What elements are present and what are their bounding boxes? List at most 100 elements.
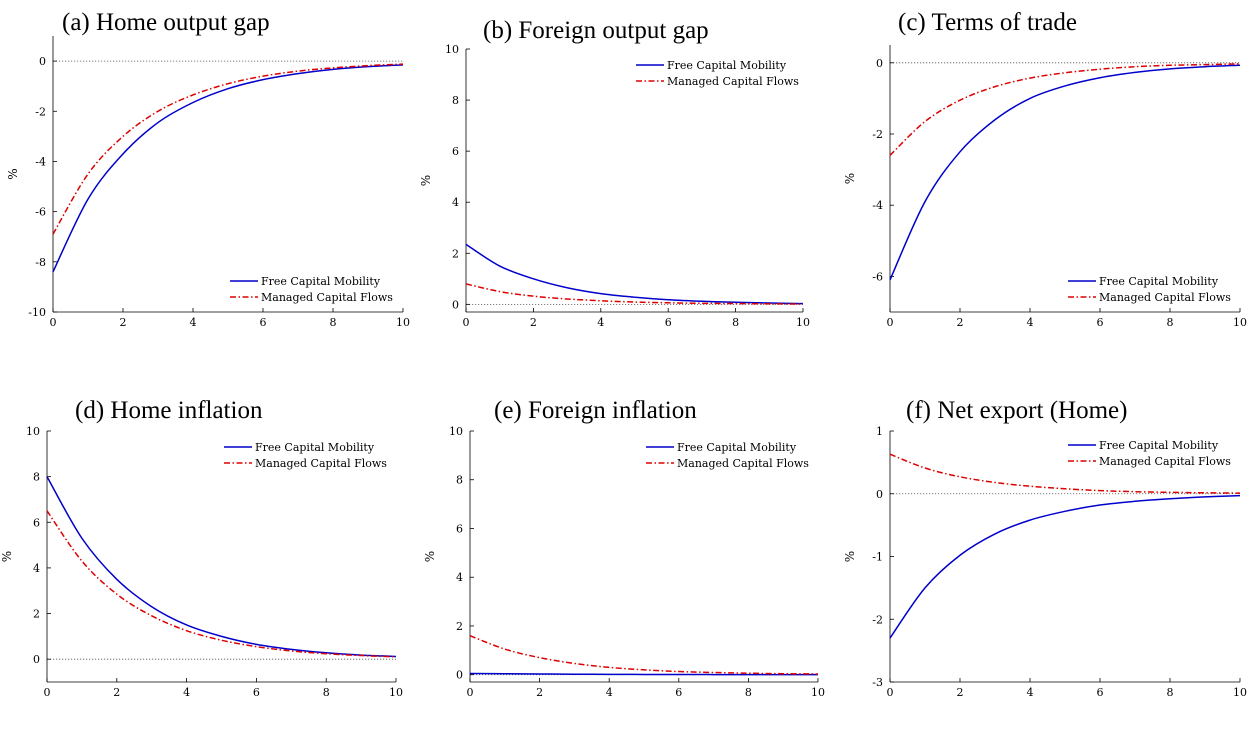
series-line-free-capital-mobility xyxy=(889,64,1241,281)
x-tick-label: 0 xyxy=(50,316,57,329)
x-tick-label: 0 xyxy=(44,686,51,699)
y-tick-label: -6 xyxy=(35,206,46,219)
legend-label-managed: Managed Capital Flows xyxy=(261,291,393,304)
x-tick-label: 8 xyxy=(1167,316,1174,329)
y-tick-label: 10 xyxy=(449,425,463,438)
x-tick-label: 2 xyxy=(120,316,127,329)
legend-label-managed: Managed Capital Flows xyxy=(677,457,809,470)
x-tick-label: 2 xyxy=(113,686,120,699)
y-tick-label: 10 xyxy=(26,425,40,438)
chart-panel: (b) Foreign output gap 0 2 4 6 8 10 0 2 4 6 8 10% Fre… xyxy=(419,17,810,329)
legend: Free Capital Mobility Managed Capital Flo… xyxy=(1068,439,1231,468)
series-line-managed-capital-flows xyxy=(889,63,1241,156)
legend: Free Capital Mobility Managed Capital Flo… xyxy=(636,59,799,88)
y-axis-label: % xyxy=(6,168,20,179)
x-tick-label: 8 xyxy=(732,316,739,329)
x-tick-label: 10 xyxy=(396,316,410,329)
chart-title: (f) Net export (Home) xyxy=(906,397,1127,424)
y-tick-label: -2 xyxy=(35,105,46,118)
y-tick-label: -6 xyxy=(872,270,883,283)
series-line-managed-capital-flows xyxy=(469,634,819,675)
y-tick-label: 8 xyxy=(456,474,463,487)
x-tick-label: 6 xyxy=(665,316,672,329)
y-tick-label: 8 xyxy=(33,471,40,484)
legend-label-free: Free Capital Mobility xyxy=(677,441,797,454)
series-line-managed-capital-flows xyxy=(465,283,804,305)
x-tick-label: 6 xyxy=(675,686,682,699)
y-axis-label: % xyxy=(843,551,857,562)
x-tick-label: 2 xyxy=(530,316,537,329)
y-tick-label: -10 xyxy=(28,306,46,319)
legend-label-managed: Managed Capital Flows xyxy=(1099,455,1231,468)
legend-label-free: Free Capital Mobility xyxy=(1099,275,1219,288)
series-line-free-capital-mobility xyxy=(889,494,1241,639)
y-tick-label: -2 xyxy=(872,128,883,141)
chart-panel: (f) Net export (Home) 0 2 4 6 8 10 -3 -2 -1 0 1% Fre… xyxy=(843,397,1247,699)
y-tick-label: -4 xyxy=(872,199,883,212)
x-tick-label: 8 xyxy=(323,686,330,699)
series-line-managed-capital-flows xyxy=(889,453,1241,494)
y-tick-label: 6 xyxy=(33,516,40,529)
legend-label-free: Free Capital Mobility xyxy=(261,275,381,288)
y-tick-label: 10 xyxy=(445,43,459,56)
legend-label-free: Free Capital Mobility xyxy=(667,59,787,72)
x-tick-label: 4 xyxy=(1027,316,1034,329)
y-tick-label: 0 xyxy=(33,653,40,666)
y-tick-label: -1 xyxy=(872,551,883,564)
x-tick-label: 0 xyxy=(887,686,894,699)
chart-title: (a) Home output gap xyxy=(62,9,270,36)
y-tick-label: 0 xyxy=(876,57,883,70)
series-line-free-capital-mobility xyxy=(52,64,404,273)
series-line-free-capital-mobility xyxy=(46,476,397,658)
x-tick-label: 10 xyxy=(811,686,825,699)
y-tick-label: 4 xyxy=(456,571,463,584)
series-line-free-capital-mobility xyxy=(469,672,819,676)
legend-label-managed: Managed Capital Flows xyxy=(255,457,387,470)
y-tick-label: 0 xyxy=(876,488,883,501)
y-tick-label: 4 xyxy=(452,196,459,209)
series-line-managed-capital-flows xyxy=(52,63,404,235)
x-tick-label: 6 xyxy=(1097,316,1104,329)
x-tick-label: 6 xyxy=(253,686,260,699)
chart-title: (c) Terms of trade xyxy=(898,9,1077,36)
y-tick-label: 0 xyxy=(456,669,463,682)
legend-label-managed: Managed Capital Flows xyxy=(667,75,799,88)
y-tick-label: -2 xyxy=(872,613,883,626)
y-tick-label: 6 xyxy=(452,145,459,158)
chart-panel: (d) Home inflation 0 2 4 6 8 10 0 2 4 6 8 10% Free Ca… xyxy=(0,397,403,699)
y-tick-label: 2 xyxy=(452,247,459,260)
y-tick-label: 4 xyxy=(33,562,40,575)
y-tick-label: 6 xyxy=(456,522,463,535)
x-tick-label: 6 xyxy=(1097,686,1104,699)
x-tick-label: 4 xyxy=(606,686,613,699)
x-tick-label: 8 xyxy=(745,686,752,699)
y-tick-label: 2 xyxy=(33,608,40,621)
y-tick-label: 8 xyxy=(452,94,459,107)
series-line-managed-capital-flows xyxy=(46,510,397,658)
y-tick-label: -3 xyxy=(872,676,883,689)
y-tick-label: -4 xyxy=(35,155,46,168)
legend: Free Capital Mobility Managed Capital Flo… xyxy=(224,441,387,470)
chart-panel: (e) Foreign inflation 0 2 4 6 8 10 0 2 4 6 8 10% Free… xyxy=(423,397,825,699)
x-tick-label: 4 xyxy=(597,316,604,329)
x-tick-label: 2 xyxy=(957,686,964,699)
y-tick-label: 1 xyxy=(876,425,883,438)
legend-label-free: Free Capital Mobility xyxy=(1099,439,1219,452)
chart-title: (b) Foreign output gap xyxy=(483,17,709,44)
y-tick-label: 0 xyxy=(452,298,459,311)
x-tick-label: 4 xyxy=(183,686,190,699)
y-tick-label: 0 xyxy=(39,55,46,68)
y-axis-label: % xyxy=(423,551,437,562)
legend: Free Capital Mobility Managed Capital Flo… xyxy=(646,441,809,470)
x-tick-label: 10 xyxy=(389,686,403,699)
x-tick-label: 2 xyxy=(957,316,964,329)
x-tick-label: 0 xyxy=(463,316,470,329)
x-tick-label: 6 xyxy=(260,316,267,329)
legend-label-free: Free Capital Mobility xyxy=(255,441,375,454)
x-tick-label: 8 xyxy=(1167,686,1174,699)
y-tick-label: 2 xyxy=(456,620,463,633)
x-tick-label: 0 xyxy=(887,316,894,329)
chart-title: (e) Foreign inflation xyxy=(494,397,697,424)
legend: Free Capital Mobility Managed Capital Flo… xyxy=(230,275,393,304)
